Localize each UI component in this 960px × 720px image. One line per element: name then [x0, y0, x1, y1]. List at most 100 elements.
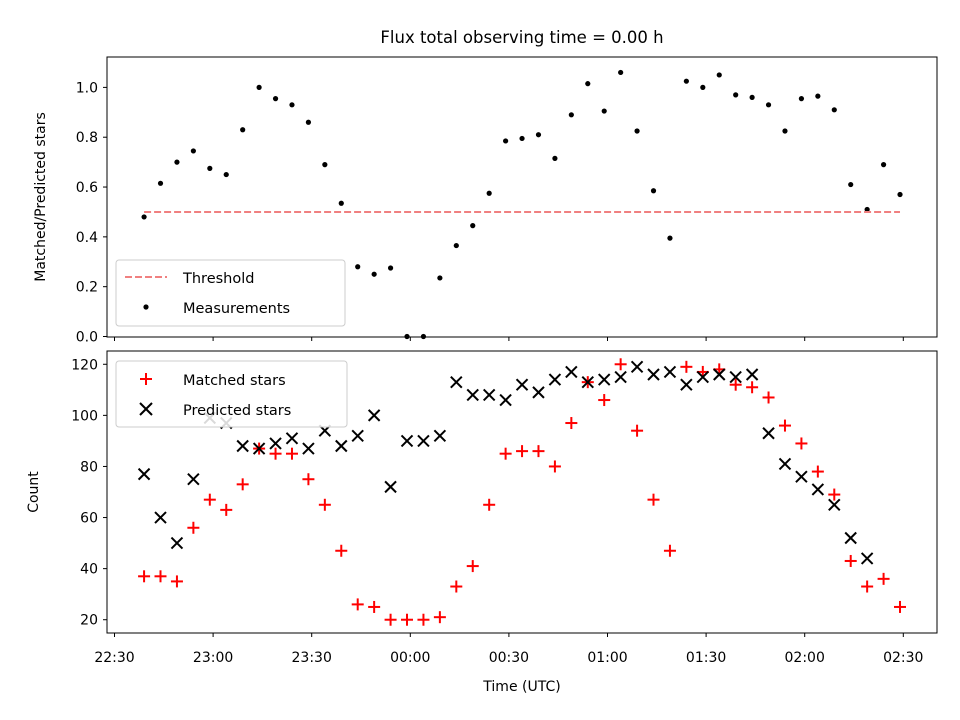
measurements-series	[141, 69, 903, 340]
predicted-star-point	[137, 467, 151, 481]
matched-star-point	[663, 544, 676, 557]
predicted-star-point	[285, 432, 299, 445]
measurement-point	[848, 181, 854, 188]
measurement-point	[815, 93, 821, 99]
x-tick-label: 00:00	[390, 650, 430, 666]
predicted-star-point	[466, 388, 479, 402]
measurement-point	[618, 69, 624, 76]
measurement-point	[798, 96, 805, 102]
y-tick-label: 20	[80, 613, 98, 629]
top-x-axis	[114, 337, 904, 341]
matched-star-point	[302, 473, 315, 486]
predicted-star-point	[367, 409, 381, 422]
measurement-point	[190, 148, 196, 154]
top-legend: Threshold Measurements	[115, 259, 346, 327]
matched-star-point	[138, 570, 151, 583]
predicted-stars-legend-marker	[139, 402, 153, 416]
matched-star-point	[368, 600, 381, 613]
x-tick-label: 23:00	[193, 650, 233, 666]
matched-star-point	[894, 600, 907, 613]
measurement-point	[322, 162, 328, 168]
x-tick-label: 23:30	[292, 650, 332, 666]
y-tick-label: 100	[71, 408, 98, 424]
predicted-star-point	[860, 552, 874, 565]
measurement-point	[223, 171, 229, 178]
matched-star-point	[762, 391, 775, 404]
predicted-star-point	[844, 531, 857, 545]
predicted-star-point	[713, 368, 726, 381]
measurement-point	[486, 190, 492, 196]
y-tick-label: 0.4	[76, 230, 98, 246]
matched-star-point	[499, 447, 512, 460]
predicted-star-point	[433, 429, 447, 443]
measurement-point	[667, 235, 673, 241]
measurement-point	[585, 81, 591, 87]
measurement-point	[141, 214, 147, 220]
measurement-point	[864, 206, 870, 213]
measurement-point	[535, 132, 542, 138]
measurement-point	[716, 72, 722, 78]
predicted-star-point	[187, 473, 200, 486]
measurement-point	[371, 271, 377, 277]
predicted-star-point	[745, 368, 759, 381]
matched-star-point	[598, 394, 611, 407]
predicted-star-point	[154, 511, 167, 524]
measurement-point	[765, 102, 772, 108]
matched-star-point	[335, 544, 348, 557]
predicted-star-point	[417, 434, 430, 448]
measurement-point	[568, 112, 574, 118]
predicted-star-point	[729, 370, 742, 384]
predicted-star-point	[482, 388, 496, 402]
bottom-y-axis-label: Count	[26, 471, 42, 513]
measurement-point	[240, 127, 246, 133]
matched-star-point	[483, 498, 496, 511]
measurement-point	[174, 159, 180, 165]
matched-star-point	[466, 560, 479, 573]
matched-star-point	[548, 460, 561, 473]
predicted-star-point	[252, 442, 266, 455]
matched-star-point	[220, 503, 233, 516]
predicted-star-point	[269, 437, 282, 450]
x-axis-label: Time (UTC)	[482, 679, 560, 695]
measurement-point	[157, 180, 164, 186]
matched-star-point	[647, 493, 660, 506]
bottom-axes-frame	[106, 350, 938, 634]
measurements-legend-label: Measurements	[183, 301, 290, 317]
matched-star-point	[187, 521, 200, 534]
matched-star-point	[861, 580, 874, 593]
matched-star-point	[729, 378, 742, 391]
matched-star-point	[154, 570, 167, 583]
predicted-star-point	[548, 373, 562, 386]
x-tick-label: 01:30	[686, 650, 726, 666]
predicted-star-point	[614, 370, 627, 384]
matched-star-point	[565, 417, 578, 430]
matched-star-point	[450, 580, 463, 593]
x-tick-label: 02:30	[883, 650, 923, 666]
matched-star-point	[384, 613, 397, 626]
measurement-point	[272, 96, 279, 102]
predicted-star-point	[532, 386, 545, 399]
predicted-star-point	[828, 498, 841, 511]
matched-star-point	[516, 445, 529, 458]
measurement-point	[897, 191, 903, 198]
matched-star-point	[269, 447, 282, 460]
predicted-star-point	[647, 368, 660, 381]
matched-star-point	[351, 598, 364, 611]
matched-star-point	[844, 554, 857, 567]
matched-star-point	[746, 381, 759, 394]
y-tick-label: 0.0	[76, 330, 98, 346]
matched-star-point	[778, 419, 791, 432]
predicted-star-point	[598, 373, 611, 386]
predicted-star-point	[795, 470, 808, 483]
measurement-point	[387, 265, 394, 271]
measurement-point	[305, 119, 312, 125]
measurement-point	[519, 135, 525, 142]
measurement-point	[338, 200, 344, 206]
predicted-star-point	[400, 434, 414, 448]
predicted-star-point	[499, 393, 512, 407]
y-tick-label: 1.0	[76, 80, 98, 96]
measurement-point	[700, 84, 706, 90]
predicted-star-point	[565, 365, 578, 379]
y-tick-label: 80	[80, 459, 98, 475]
predicted-star-point	[762, 427, 775, 440]
